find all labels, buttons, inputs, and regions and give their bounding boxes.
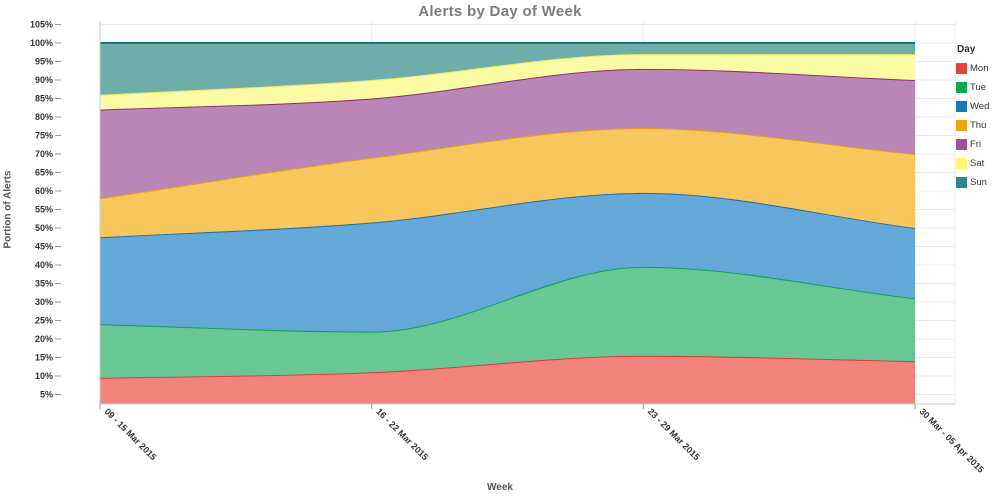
y-tick-label: 50% bbox=[35, 223, 53, 233]
legend-swatch-fri bbox=[956, 139, 967, 150]
legend-label-sun: Sun bbox=[970, 177, 987, 188]
legend-item-tue: Tue bbox=[956, 78, 1000, 97]
y-tick-label: 95% bbox=[35, 57, 53, 67]
area-fri bbox=[100, 68, 915, 199]
y-tick-label: 10% bbox=[35, 371, 53, 381]
legend-item-sat: Sat bbox=[956, 154, 1000, 173]
y-tick-label: 30% bbox=[35, 297, 53, 307]
y-tick-label: 75% bbox=[35, 131, 53, 141]
area-thu bbox=[100, 128, 915, 238]
y-tick-label: 80% bbox=[35, 112, 53, 122]
y-ticks: 5% 10% 15% 20% 25% 30% 35% 40% 45% 50% 55% 60% 65% 70… bbox=[30, 20, 61, 400]
area-sun bbox=[100, 43, 915, 95]
x-tick-label: 30 Mar - 05 Apr 2015 bbox=[918, 406, 986, 474]
legend-swatch-sat bbox=[956, 158, 967, 169]
y-tick-label: 90% bbox=[35, 75, 53, 85]
legend-swatch-thu bbox=[956, 120, 967, 131]
legend-item-fri: Fri bbox=[956, 135, 1000, 154]
legend-swatch-mon bbox=[956, 63, 967, 74]
y-tick-label: 60% bbox=[35, 186, 53, 196]
legend-label-mon: Mon bbox=[970, 63, 989, 74]
x-tick-label: 09 - 15 Mar 2015 bbox=[103, 406, 159, 462]
y-tick-label: 15% bbox=[35, 353, 53, 363]
area-sat bbox=[100, 54, 915, 110]
y-tick-label: 5% bbox=[40, 390, 53, 400]
legend-swatch-sun bbox=[956, 177, 967, 188]
legend-label-tue: Tue bbox=[970, 82, 987, 93]
area-mon bbox=[100, 355, 915, 404]
chart-title: Alerts by Day of Week bbox=[418, 3, 582, 20]
y-tick-label: 20% bbox=[35, 334, 53, 344]
legend-label-thu: Thu bbox=[970, 120, 987, 131]
x-tick-label: 16 - 22 Mar 2015 bbox=[374, 406, 430, 462]
area-tue bbox=[100, 266, 915, 378]
y-tick-label: 85% bbox=[35, 94, 53, 104]
y-tick-label: 55% bbox=[35, 205, 53, 215]
legend-swatch-wed bbox=[956, 101, 967, 112]
legend-items: Mon Tue Wed Thu Fri Sat Sun bbox=[956, 59, 1000, 192]
axes bbox=[99, 21, 955, 405]
legend-title: Day bbox=[957, 44, 976, 55]
y-tick-label: 65% bbox=[35, 168, 53, 178]
legend-item-wed: Wed bbox=[956, 97, 1000, 116]
area-line-thu bbox=[100, 127, 916, 200]
legend-item-mon: Mon bbox=[956, 59, 1000, 78]
y-tick-label: 100% bbox=[30, 38, 53, 48]
y-tick-label: 35% bbox=[35, 279, 53, 289]
x-axis-title: Week bbox=[487, 482, 513, 493]
y-tick-label: 105% bbox=[30, 20, 53, 30]
legend-swatch-tue bbox=[956, 82, 967, 93]
legend: Day Mon Tue Wed Thu Fri Sat Sun bbox=[956, 44, 1000, 192]
x-ticks: 09 - 15 Mar 2015 16 - 22 Mar 2015 23 - 29 … bbox=[99, 404, 986, 475]
legend-item-sun: Sun bbox=[956, 173, 1000, 192]
y-tick-label: 70% bbox=[35, 149, 53, 159]
area-series bbox=[100, 41, 916, 404]
y-tick-label: 40% bbox=[35, 260, 53, 270]
x-tick-label: 23 - 29 Mar 2015 bbox=[646, 406, 702, 462]
y-tick-label: 25% bbox=[35, 316, 53, 326]
legend-item-thu: Thu bbox=[956, 116, 1000, 135]
legend-label-fri: Fri bbox=[970, 139, 982, 150]
legend-label-sat: Sat bbox=[970, 158, 985, 169]
legend-label-wed: Wed bbox=[970, 101, 990, 112]
y-tick-label: 45% bbox=[35, 242, 53, 252]
